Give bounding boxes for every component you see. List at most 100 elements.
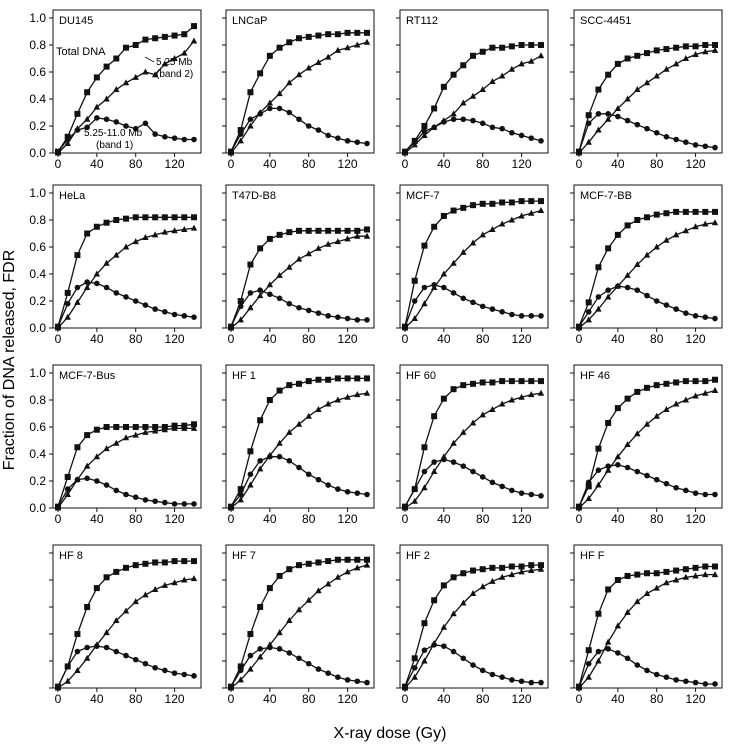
point-band1 xyxy=(162,134,168,140)
point-total xyxy=(296,380,302,387)
x-tick-label: 0 xyxy=(55,512,62,526)
point-total xyxy=(132,214,139,221)
point-band1 xyxy=(55,683,61,690)
curve-band1 xyxy=(230,107,368,153)
point-band1 xyxy=(354,317,361,323)
point-total xyxy=(653,382,660,389)
point-band1 xyxy=(683,678,689,685)
point-band1 xyxy=(663,134,670,140)
point-band1 xyxy=(335,135,341,141)
curve-band2 xyxy=(404,568,542,689)
y-tick-label: 0.2 xyxy=(29,474,46,488)
point-band1 xyxy=(644,667,650,674)
point-band1 xyxy=(692,142,699,148)
point-total xyxy=(692,564,699,571)
x-axis-title: X-ray dose (Gy) xyxy=(334,725,447,742)
point-band1 xyxy=(470,662,476,668)
point-band1 xyxy=(528,679,535,686)
point-band2 xyxy=(595,126,602,133)
point-total xyxy=(673,44,680,51)
point-band1 xyxy=(615,113,621,120)
point-band1 xyxy=(673,677,679,683)
point-total xyxy=(692,378,699,385)
point-band1 xyxy=(489,479,496,486)
point-band2 xyxy=(672,576,680,583)
y-tick-label: 1.0 xyxy=(29,11,46,25)
point-band1 xyxy=(712,491,718,498)
point-total xyxy=(614,577,621,583)
point-total xyxy=(440,83,447,90)
panel-title: MCF-7-BB xyxy=(580,190,632,202)
y-tick-label: 0.8 xyxy=(29,38,46,52)
x-tick-label: 40 xyxy=(263,332,277,346)
point-total xyxy=(663,46,670,53)
y-tick-label: 0.0 xyxy=(29,146,46,160)
point-band1 xyxy=(103,482,110,488)
point-band2 xyxy=(122,243,130,250)
panel-title: HeLa xyxy=(59,190,86,202)
point-band1 xyxy=(113,487,120,494)
point-total xyxy=(411,655,418,662)
point-band2 xyxy=(604,466,612,473)
point-band1 xyxy=(411,486,418,492)
point-total xyxy=(421,620,428,627)
point-band2 xyxy=(344,393,351,400)
point-band2 xyxy=(653,243,660,250)
point-total xyxy=(644,50,650,57)
point-band1 xyxy=(595,294,602,300)
point-total xyxy=(103,574,110,581)
panel-frame xyxy=(399,184,549,329)
point-band1 xyxy=(247,471,254,478)
point-band2 xyxy=(518,60,525,67)
curve-band2 xyxy=(578,49,716,154)
panel-title: HF 60 xyxy=(406,370,436,382)
point-total xyxy=(325,227,332,234)
point-total xyxy=(440,395,447,402)
point-total xyxy=(161,214,168,221)
point-band2 xyxy=(334,573,342,580)
point-band1 xyxy=(247,290,254,296)
point-band2 xyxy=(663,579,670,586)
point-total xyxy=(247,631,254,637)
point-band1 xyxy=(499,125,505,132)
x-tick-label: 40 xyxy=(263,692,277,706)
point-band2 xyxy=(508,65,516,72)
point-total xyxy=(712,376,718,383)
point-total xyxy=(344,227,351,234)
point-band2 xyxy=(498,72,506,79)
x-tick-label: 80 xyxy=(650,512,664,526)
point-total xyxy=(305,33,312,40)
point-band1 xyxy=(162,309,168,315)
point-band2 xyxy=(692,223,699,230)
point-total xyxy=(191,421,197,428)
point-band2 xyxy=(151,427,159,434)
point-band2 xyxy=(324,580,332,587)
point-band2 xyxy=(460,428,467,435)
point-band2 xyxy=(528,209,535,216)
point-band2 xyxy=(663,405,670,412)
point-total xyxy=(276,44,283,51)
annotation-band2-line2: (band 2) xyxy=(156,69,193,80)
point-total xyxy=(257,70,264,77)
point-band2 xyxy=(508,216,516,223)
point-band2 xyxy=(93,453,101,460)
point-band2 xyxy=(151,231,159,238)
point-band1 xyxy=(228,148,234,155)
panel-frame xyxy=(52,364,202,509)
point-band1 xyxy=(411,139,418,145)
point-band1 xyxy=(460,463,467,469)
point-band1 xyxy=(132,656,139,663)
point-band2 xyxy=(324,53,332,60)
curve-band1 xyxy=(578,285,716,327)
point-band2 xyxy=(305,596,312,603)
point-total xyxy=(663,210,670,217)
x-tick-label: 40 xyxy=(437,332,451,346)
point-band1 xyxy=(702,491,709,498)
point-band2 xyxy=(266,281,274,288)
point-band1 xyxy=(421,468,428,475)
point-total xyxy=(673,567,680,574)
point-total xyxy=(624,395,631,402)
point-total xyxy=(84,230,91,237)
x-tick-label: 80 xyxy=(302,692,316,706)
panel-frame xyxy=(225,9,375,154)
